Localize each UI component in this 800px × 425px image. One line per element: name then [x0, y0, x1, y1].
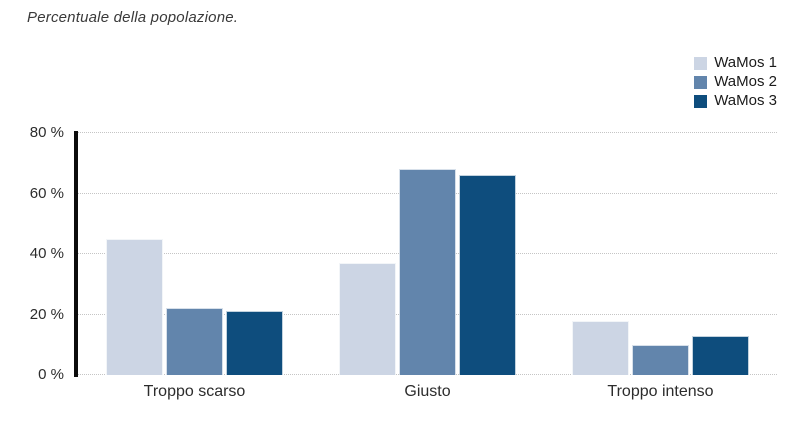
bar-groups [78, 133, 777, 375]
legend-label: WaMos 2 [714, 73, 777, 90]
y-tick-label: 80 % [29, 124, 64, 141]
bar-wamos-1 [572, 320, 629, 375]
legend-item: WaMos 1 [694, 54, 777, 71]
y-axis-line [74, 131, 78, 377]
y-tick-label: 0 % [38, 366, 64, 383]
y-tick-label: 40 % [29, 245, 64, 262]
legend-item: WaMos 2 [694, 73, 777, 90]
bar-wamos-3 [692, 335, 749, 375]
chart-legend: WaMos 1 WaMos 2 WaMos 3 [694, 54, 777, 109]
bar-wamos-1 [106, 238, 163, 375]
y-axis-labels: 0 % 20 % 40 % 60 % 80 % [0, 124, 64, 383]
bar-group [572, 133, 749, 375]
x-category-label: Giusto [404, 383, 451, 400]
bar-wamos-2 [632, 344, 689, 375]
x-category-label: Troppo intenso [607, 383, 714, 400]
legend-swatch-icon [694, 75, 708, 89]
bar-wamos-2 [166, 308, 223, 375]
x-axis-labels: Troppo scarso Giusto Troppo intenso [78, 383, 777, 401]
bar-wamos-3 [459, 175, 516, 375]
legend-label: WaMos 1 [714, 54, 777, 71]
bar-wamos-3 [226, 311, 283, 375]
bar-group [339, 133, 516, 375]
legend-label: WaMos 3 [714, 92, 777, 109]
legend-item: WaMos 3 [694, 92, 777, 109]
chart-title: Percentuale della popolazione. [27, 9, 239, 26]
y-tick-label: 60 % [29, 184, 64, 202]
plot-area [78, 132, 777, 375]
gridline [78, 132, 777, 133]
bar-wamos-2 [399, 169, 456, 375]
legend-swatch-icon [694, 94, 708, 108]
bar-wamos-1 [339, 263, 396, 375]
x-category-label: Troppo scarso [143, 383, 246, 400]
bar-group [106, 133, 283, 375]
legend-swatch-icon [694, 56, 708, 70]
y-tick-label: 20 % [29, 305, 64, 323]
